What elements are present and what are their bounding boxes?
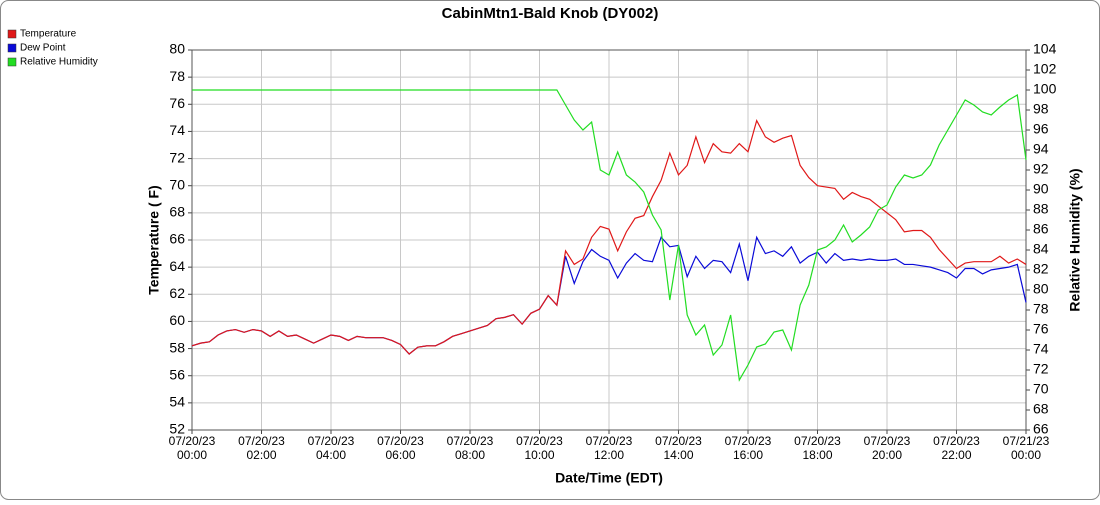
- y-tick-label: 54: [169, 394, 185, 410]
- y2-tick-label: 98: [1033, 101, 1049, 117]
- x-tick-label: 07/20/23 12:00: [586, 434, 633, 462]
- y2-tick-label: 94: [1033, 141, 1049, 157]
- legend-label: Dew Point: [20, 43, 66, 54]
- x-tick-label: 07/20/23 04:00: [308, 434, 355, 462]
- y2-tick-label: 88: [1033, 201, 1049, 217]
- x-tick-label: 07/20/23 14:00: [655, 434, 702, 462]
- y2-tick-label: 78: [1033, 301, 1049, 317]
- y-tick-label: 72: [169, 149, 185, 165]
- y-tick-label: 66: [169, 231, 185, 247]
- legend-label: Temperature: [20, 29, 77, 40]
- y2-tick-label: 100: [1033, 81, 1057, 97]
- x-tick-label: 07/21/23 00:00: [1003, 434, 1050, 462]
- y2-tick-label: 80: [1033, 281, 1049, 297]
- x-tick-label: 07/20/23 06:00: [377, 434, 424, 462]
- x-tick-label: 07/20/23 20:00: [864, 434, 911, 462]
- plot-frame: [191, 49, 1027, 431]
- y2-tick-label: 92: [1033, 161, 1049, 177]
- legend-label: Relative Humidity: [20, 57, 98, 68]
- y-tick-label: 76: [169, 95, 185, 111]
- y2-tick-label: 74: [1033, 341, 1049, 357]
- y-axis-label: Temperature ( F): [146, 185, 162, 294]
- y2-tick-label: 96: [1033, 121, 1049, 137]
- x-tick-label: 07/20/23 10:00: [516, 434, 563, 462]
- y2-axis-label: Relative Humidity (%): [1067, 168, 1083, 311]
- legend-swatch: [7, 57, 17, 67]
- y2-tick-label: 66: [1033, 421, 1049, 437]
- y2-tick-label: 82: [1033, 261, 1049, 277]
- legend-swatch: [7, 29, 17, 39]
- chart-title: CabinMtn1-Bald Knob (DY002): [442, 5, 659, 22]
- y-tick-label: 78: [169, 68, 185, 84]
- y2-tick-label: 84: [1033, 241, 1049, 257]
- y2-tick-label: 86: [1033, 221, 1049, 237]
- y-tick-label: 62: [169, 285, 185, 301]
- y-tick-label: 64: [169, 258, 185, 274]
- x-tick-label: 07/20/23 22:00: [933, 434, 980, 462]
- series-line: [192, 89, 1027, 382]
- x-tick-label: 07/20/23 00:00: [169, 434, 216, 462]
- y-tick-label: 60: [169, 312, 185, 328]
- series-line: [191, 118, 1027, 355]
- y-tick-label: 68: [169, 204, 185, 220]
- x-tick-label: 07/20/23 02:00: [238, 434, 285, 462]
- x-tick-label: 07/20/23 16:00: [725, 434, 772, 462]
- y2-tick-label: 76: [1033, 321, 1049, 337]
- y-tick-label: 74: [169, 122, 185, 138]
- y-tick-label: 58: [169, 339, 185, 355]
- y2-tick-label: 104: [1033, 41, 1057, 57]
- x-tick-label: 07/20/23 08:00: [447, 434, 494, 462]
- y2-tick-label: 72: [1033, 361, 1049, 377]
- y-tick-label: 56: [169, 366, 185, 382]
- y2-tick-label: 102: [1033, 61, 1057, 77]
- x-tick-label: 07/20/23 18:00: [794, 434, 841, 462]
- y2-tick-label: 90: [1033, 181, 1049, 197]
- y-tick-label: 80: [169, 41, 185, 57]
- y2-tick-label: 68: [1033, 401, 1049, 417]
- y2-tick-label: 70: [1033, 381, 1049, 397]
- y-tick-label: 70: [169, 176, 185, 192]
- x-axis-label: Date/Time (EDT): [555, 470, 663, 486]
- legend-swatch: [7, 43, 17, 53]
- y-tick-label: 52: [169, 421, 185, 437]
